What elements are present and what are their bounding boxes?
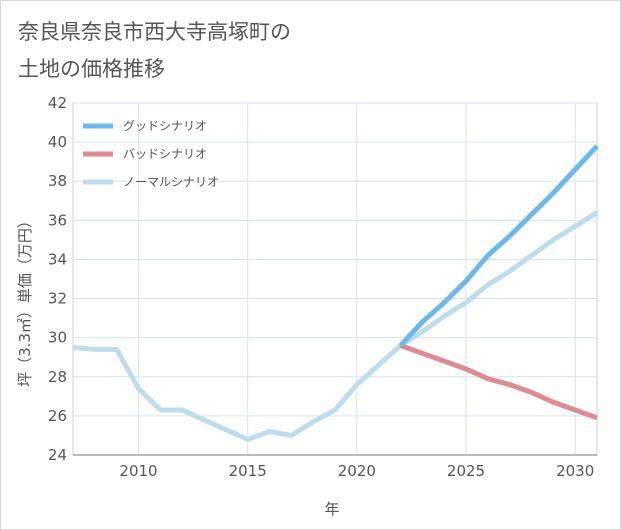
- x-tick-label: 2025: [447, 462, 485, 480]
- y-tick-label: 34: [48, 250, 67, 268]
- y-tick-label: 38: [48, 172, 67, 190]
- y-tick-label: 30: [48, 329, 67, 347]
- legend-label: グッドシナリオ: [123, 119, 207, 133]
- y-tick-label: 40: [48, 133, 67, 151]
- legend-label: ノーマルシナリオ: [123, 175, 219, 189]
- x-axis-label: 年: [324, 500, 339, 518]
- y-tick-label: 42: [48, 94, 67, 112]
- plot-area: [72, 102, 598, 456]
- series-line-1: [399, 343, 598, 421]
- y-tick-label: 26: [48, 407, 67, 425]
- y-tick-label: 24: [48, 446, 67, 464]
- y-tick-label: 28: [48, 368, 67, 386]
- y-tick-label: 32: [48, 290, 67, 308]
- x-tick-label: 2015: [229, 462, 267, 480]
- x-tick-label: 2030: [556, 462, 594, 480]
- y-axis-label: 坪（3.3㎡）単価（万円）: [16, 213, 34, 387]
- legend-label: バッドシナリオ: [123, 147, 207, 161]
- x-tick-label: 2020: [338, 462, 376, 480]
- ticks: 24 26 28 30 32 34 36 38 40 42 2010 2015 2020 2025 2030: [48, 94, 594, 480]
- chart-title: 奈良県奈良市西大寺高塚町の 土地の価格推移: [18, 20, 291, 81]
- grid: [72, 102, 598, 456]
- series-line-2: [72, 210, 599, 442]
- series-layer: [72, 144, 599, 442]
- y-tick-label: 36: [48, 211, 67, 229]
- x-tick-label: 2010: [119, 462, 157, 480]
- series-line-0: [398, 144, 599, 348]
